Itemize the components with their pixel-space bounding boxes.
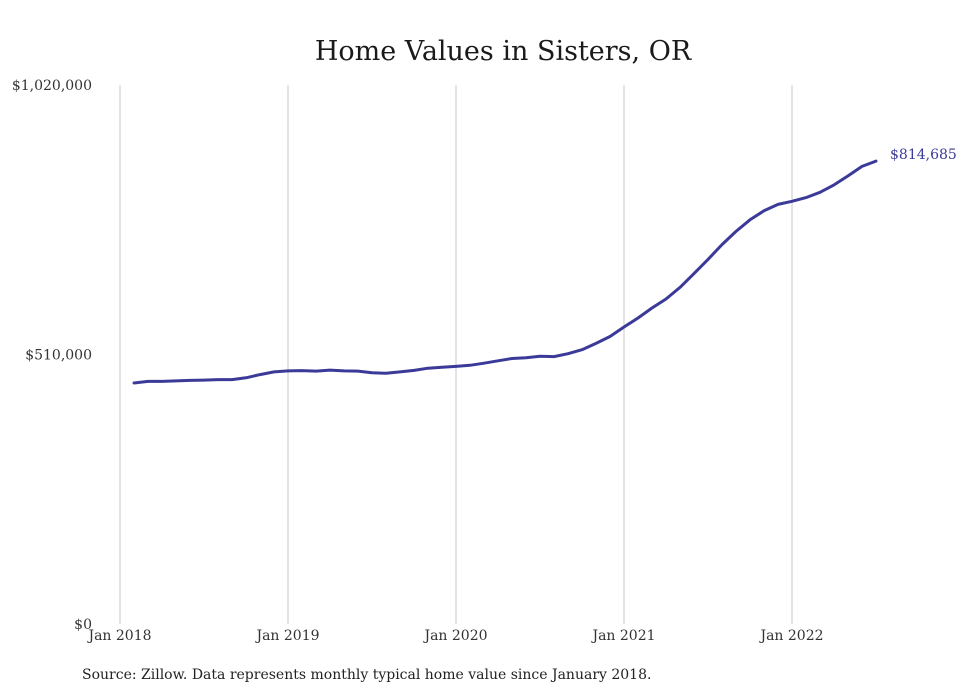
y-tick-label: $0: [74, 617, 92, 633]
x-tick-label: Jan 2019: [254, 628, 319, 644]
source-note: Source: Zillow. Data represents monthly …: [82, 667, 652, 683]
end-value-label: $814,685: [890, 147, 957, 163]
y-axis-ticks: $0 $510,000 $1,020,000: [12, 78, 92, 633]
y-tick-label: $1,020,000: [12, 78, 92, 94]
x-tick-label: Jan 2018: [86, 628, 151, 644]
x-tick-label: Jan 2022: [758, 628, 823, 644]
line-chart: Home Values in Sisters, OR $0 $510,000 $1,…: [12, 36, 957, 644]
y-tick-label: $510,000: [25, 348, 92, 364]
home-value-line: [132, 159, 878, 385]
chart-title: Home Values in Sisters, OR: [315, 36, 692, 67]
x-tick-label: Jan 2020: [422, 628, 487, 644]
grid-lines: [119, 85, 793, 624]
x-axis-ticks: Jan 2018 Jan 2019 Jan 2020 Jan 2021 Jan 2022: [86, 628, 823, 644]
x-tick-label: Jan 2021: [590, 628, 655, 644]
